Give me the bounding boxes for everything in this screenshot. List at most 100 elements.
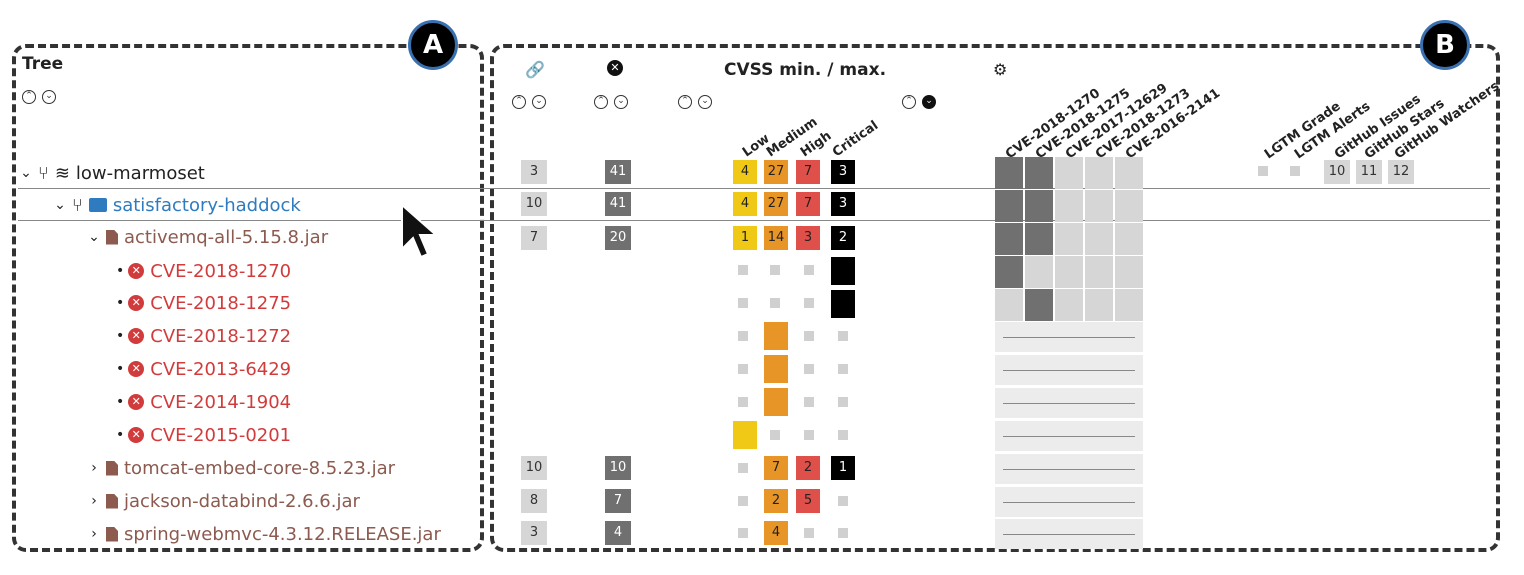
high-count: 7 (796, 160, 820, 184)
low-marker (733, 421, 757, 449)
matrix-panel (490, 44, 1500, 552)
cve-empty-bar (995, 388, 1143, 418)
cve-matrix-cell (1025, 289, 1053, 321)
tree-row-cve[interactable]: • ✕ CVE-2018-1275 (116, 292, 292, 314)
medium-count: 2 (764, 489, 788, 513)
medium-count: 4 (764, 521, 788, 545)
critical-count: 1 (831, 456, 855, 480)
low-count: 1 (733, 226, 757, 250)
sort-severity-asc-icon[interactable]: ⌃ (902, 95, 916, 109)
cve-matrix-cell (995, 223, 1023, 255)
cve-matrix-cell (995, 157, 1023, 189)
settings-gear-icon[interactable]: ⚙ (993, 60, 1008, 79)
tree-row-label: activemq-all-5.15.8.jar (124, 226, 329, 248)
cve-matrix-cell (995, 256, 1023, 288)
tree-collapse-all-icon[interactable]: ⌃ (22, 90, 36, 104)
cve-matrix-cell (1025, 157, 1053, 189)
error-x-icon: ✕ (128, 328, 145, 344)
deps-count: 7 (521, 226, 547, 250)
chevron-right-icon[interactable]: › (91, 526, 97, 542)
tree-row-label: satisfactory-haddock (112, 194, 301, 216)
error-x-icon: ✕ (128, 361, 145, 377)
tree-panel (12, 44, 484, 552)
critical-marker (831, 290, 855, 318)
cve-matrix-cell (1055, 157, 1083, 189)
tree-row-file[interactable]: › jackson-databind-2.6.6.jar (86, 486, 360, 516)
critical-count: 3 (831, 192, 855, 216)
cve-matrix-cell (1025, 223, 1053, 255)
medium-count: 7 (764, 456, 788, 480)
high-count: 5 (796, 489, 820, 513)
panel-b-marker: B (1420, 20, 1470, 70)
medium-count: 27 (764, 192, 788, 216)
cve-matrix-cell (1025, 190, 1053, 222)
medium-marker (764, 322, 788, 350)
vuln-count: 7 (605, 489, 631, 513)
tree-row-cve[interactable]: • ✕ CVE-2018-1270 (116, 260, 292, 282)
tree-row-label: tomcat-embed-core-8.5.23.jar (124, 457, 396, 479)
tree-row-label: CVE-2014-1904 (150, 391, 292, 413)
deps-count: 10 (521, 456, 547, 480)
fork-icon: ⑂ (72, 194, 83, 216)
tree-row-cve[interactable]: • ✕ CVE-2013-6429 (116, 358, 292, 380)
deps-count: 3 (521, 160, 547, 184)
cve-matrix-cell (1055, 190, 1083, 222)
critical-marker (831, 257, 855, 285)
tree-row-file[interactable]: › spring-webmvc-4.3.12.RELEASE.jar (86, 519, 441, 549)
chevron-right-icon[interactable]: › (91, 493, 97, 509)
fork-icon: ⑂ (38, 162, 49, 184)
cve-empty-bar (995, 322, 1143, 352)
tree-title: Tree (22, 54, 64, 74)
critical-count: 3 (831, 160, 855, 184)
tree-row-label: low-marmoset (75, 162, 205, 184)
sort-vulns-desc-icon[interactable]: ⌄ (614, 95, 628, 109)
cve-matrix-cell (1055, 223, 1083, 255)
low-count: 4 (733, 160, 757, 184)
tree-row-label: CVE-2013-6429 (150, 358, 292, 380)
vulnerability-x-icon: ✕ (607, 60, 623, 76)
tree-row-cve[interactable]: • ✕ CVE-2015-0201 (116, 424, 292, 446)
tree-row-project[interactable]: ⌄ ⑂ satisfactory-haddock (52, 190, 301, 220)
sort-severity-desc-icon[interactable]: ⌄ (922, 95, 936, 109)
sort-deps-asc-icon[interactable]: ⌃ (512, 95, 526, 109)
tree-row-file[interactable]: ⌄ activemq-all-5.15.8.jar (86, 222, 328, 252)
github-stars-count: 11 (1356, 160, 1382, 184)
cve-empty-bar (995, 421, 1143, 451)
file-icon (106, 526, 118, 542)
file-icon (106, 229, 118, 245)
layers-icon: ≋ (54, 162, 70, 184)
sort-vulns-asc-icon[interactable]: ⌃ (594, 95, 608, 109)
file-icon (106, 493, 118, 509)
tree-row-cve[interactable]: • ✕ CVE-2014-1904 (116, 391, 292, 413)
cve-matrix-cell (1085, 223, 1113, 255)
panel-a-marker: A (408, 20, 458, 70)
cve-matrix-cell (1115, 223, 1143, 255)
chevron-down-icon[interactable]: ⌄ (20, 165, 32, 181)
error-x-icon: ✕ (128, 263, 145, 279)
file-icon (106, 460, 118, 476)
deps-count: 3 (521, 521, 547, 545)
vuln-count: 41 (605, 160, 631, 184)
tree-row-label: CVE-2018-1270 (150, 260, 292, 282)
deps-count: 8 (521, 489, 547, 513)
chevron-right-icon[interactable]: › (91, 460, 97, 476)
sort-cvss-max-icon[interactable]: ⌄ (698, 95, 712, 109)
sort-cvss-min-icon[interactable]: ⌃ (678, 95, 692, 109)
error-x-icon: ✕ (128, 295, 145, 311)
tree-row-cve[interactable]: • ✕ CVE-2018-1272 (116, 325, 292, 347)
medium-count: 27 (764, 160, 788, 184)
tree-row-label: CVE-2015-0201 (150, 424, 292, 446)
tree-row-root[interactable]: ⌄ ⑂ ≋ low-marmoset (18, 158, 205, 188)
sort-deps-desc-icon[interactable]: ⌄ (532, 95, 546, 109)
tree-row-label: jackson-databind-2.6.6.jar (124, 490, 360, 512)
chevron-down-icon[interactable]: ⌄ (88, 229, 100, 245)
chevron-down-icon[interactable]: ⌄ (54, 197, 66, 213)
lgtm-grade-cell (1258, 166, 1268, 176)
tree-expand-all-icon[interactable]: ⌄ (42, 90, 56, 104)
folder-icon (88, 198, 107, 212)
cve-matrix-cell (1085, 190, 1113, 222)
tree-row-file[interactable]: › tomcat-embed-core-8.5.23.jar (86, 453, 395, 483)
vuln-count: 10 (605, 456, 631, 480)
tree-row-label: spring-webmvc-4.3.12.RELEASE.jar (124, 523, 441, 545)
lgtm-alerts-cell (1290, 166, 1300, 176)
